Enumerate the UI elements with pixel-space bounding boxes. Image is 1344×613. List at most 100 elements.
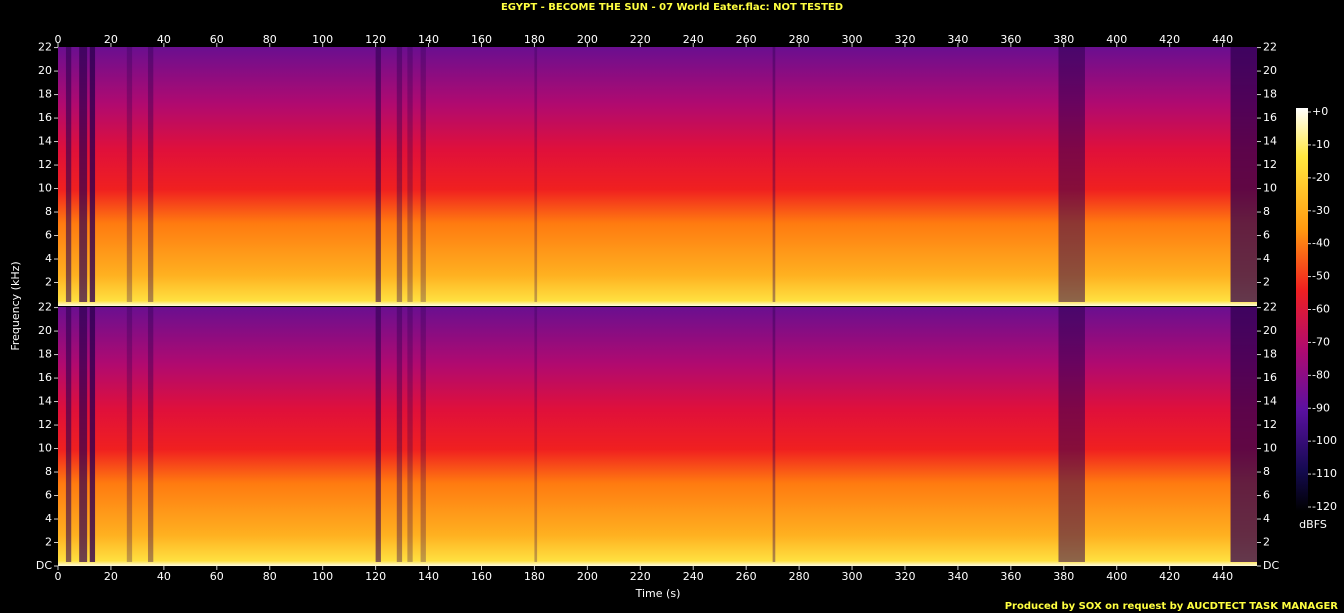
x-tick-label: 40 — [157, 33, 171, 46]
y-tick-label: 12 — [38, 418, 52, 431]
x-tick-label: 100 — [312, 33, 333, 46]
texture — [420, 307, 426, 562]
x-tick-label: 220 — [630, 33, 651, 46]
x-tick-label: 20 — [104, 570, 118, 583]
colorbar-tick-label: +0 — [1312, 105, 1328, 118]
x-tick-label: 440 — [1212, 570, 1233, 583]
colorbar-tick-label: -70 — [1312, 335, 1330, 348]
texture — [534, 307, 538, 562]
x-tick-label: 80 — [263, 33, 277, 46]
chart-title: EGYPT - BECOME THE SUN - 07 World Eater.… — [501, 2, 843, 13]
x-tick-label: 40 — [157, 570, 171, 583]
x-tick-label: 420 — [1159, 33, 1180, 46]
colorbar-tick-label: -80 — [1312, 368, 1330, 381]
colorbar-tick-label: -10 — [1312, 138, 1330, 151]
x-tick-label: 360 — [1000, 33, 1021, 46]
y-tick-label: 8 — [1263, 205, 1270, 218]
colorbar-tick-label: -120 — [1312, 500, 1337, 513]
y-tick-label: 22 — [38, 301, 52, 314]
y-tick-label: 14 — [38, 135, 52, 148]
y-tick-label: 6 — [45, 489, 52, 502]
texture — [79, 307, 88, 562]
y-tick-label: 2 — [45, 276, 52, 289]
x-tick-label: 180 — [524, 570, 545, 583]
x-tick-label: 120 — [365, 570, 386, 583]
y-tick-label: 4 — [45, 512, 52, 525]
y-tick-label: 18 — [1263, 348, 1277, 361]
x-tick-label: 320 — [894, 33, 915, 46]
y-tick-label: 20 — [1263, 64, 1277, 77]
y-tick-label: 6 — [1263, 489, 1270, 502]
x-tick-label: 80 — [263, 570, 277, 583]
y-tick-label: 6 — [1263, 229, 1270, 242]
texture — [407, 307, 413, 562]
x-tick-label: 300 — [842, 570, 863, 583]
x-tick-label: 100 — [312, 570, 333, 583]
channel-plot — [58, 307, 1257, 566]
texture — [126, 47, 133, 302]
colorbar-tick-label: -100 — [1312, 434, 1337, 447]
colorbar-tick-label: -90 — [1312, 401, 1330, 414]
texture — [407, 47, 413, 302]
texture — [420, 47, 426, 302]
x-tick-label: 400 — [1106, 570, 1127, 583]
x-tick-label: 380 — [1053, 570, 1074, 583]
x-tick-label: 160 — [471, 570, 492, 583]
y-tick-label: 18 — [38, 88, 52, 101]
texture — [375, 47, 381, 302]
x-tick-label: 420 — [1159, 570, 1180, 583]
colorbar-tick-label: -110 — [1312, 467, 1337, 480]
y-axis-label: Frequency (kHz) — [9, 261, 22, 350]
x-tick-label: 120 — [365, 33, 386, 46]
x-tick-label: 180 — [524, 33, 545, 46]
texture — [1230, 307, 1257, 562]
channel-plot — [58, 47, 1257, 306]
y-tick-label: 2 — [1263, 536, 1270, 549]
x-tick-label: 240 — [683, 570, 704, 583]
y-tick-label: 10 — [1263, 442, 1277, 455]
x-tick-label: 200 — [577, 33, 598, 46]
colorbar-label: dBFS — [1299, 518, 1327, 531]
texture — [89, 47, 96, 302]
texture — [1230, 47, 1257, 302]
texture — [65, 47, 72, 302]
texture — [1058, 47, 1085, 302]
colorbar — [1296, 108, 1308, 511]
y-tick-label: 22 — [38, 41, 52, 54]
y-tick-label: 20 — [1263, 324, 1277, 337]
texture — [65, 307, 72, 562]
colorbar-tick-label: -30 — [1312, 204, 1330, 217]
y-tick-label: 8 — [45, 465, 52, 478]
colorbar-tick-label: -20 — [1312, 171, 1330, 184]
texture — [147, 47, 154, 302]
y-tick-label: 16 — [38, 111, 52, 124]
y-tick-label: 12 — [38, 158, 52, 171]
texture — [89, 307, 96, 562]
x-tick-label: 360 — [1000, 570, 1021, 583]
credit: Produced by SOX on request by AUCDTECT T… — [1005, 601, 1339, 612]
x-tick-label: 20 — [104, 33, 118, 46]
y-tick-label: 12 — [1263, 418, 1277, 431]
y-tick-label: 2 — [1263, 276, 1270, 289]
y-tick-label: 20 — [38, 324, 52, 337]
y-tick-label: 14 — [1263, 135, 1277, 148]
x-tick-label: 280 — [789, 33, 810, 46]
x-tick-label: 60 — [210, 33, 224, 46]
y-tick-label: 6 — [45, 229, 52, 242]
y-tick-label: 12 — [1263, 158, 1277, 171]
texture — [396, 307, 403, 562]
x-tick-label: 280 — [789, 570, 810, 583]
y-tick-label: 4 — [45, 252, 52, 265]
x-tick-label: 140 — [418, 33, 439, 46]
y-tick-label: 16 — [1263, 371, 1277, 384]
x-tick-label: 60 — [210, 570, 224, 583]
x-tick-label: 220 — [630, 570, 651, 583]
x-tick-label: 0 — [55, 570, 62, 583]
y-tick-label: 18 — [38, 348, 52, 361]
x-tick-label: 340 — [947, 570, 968, 583]
texture — [534, 47, 538, 302]
colorbar-tick-label: -60 — [1312, 303, 1330, 316]
spectrogram-area — [58, 47, 1257, 566]
y-tick-label: 10 — [1263, 182, 1277, 195]
x-tick-label: 340 — [947, 33, 968, 46]
